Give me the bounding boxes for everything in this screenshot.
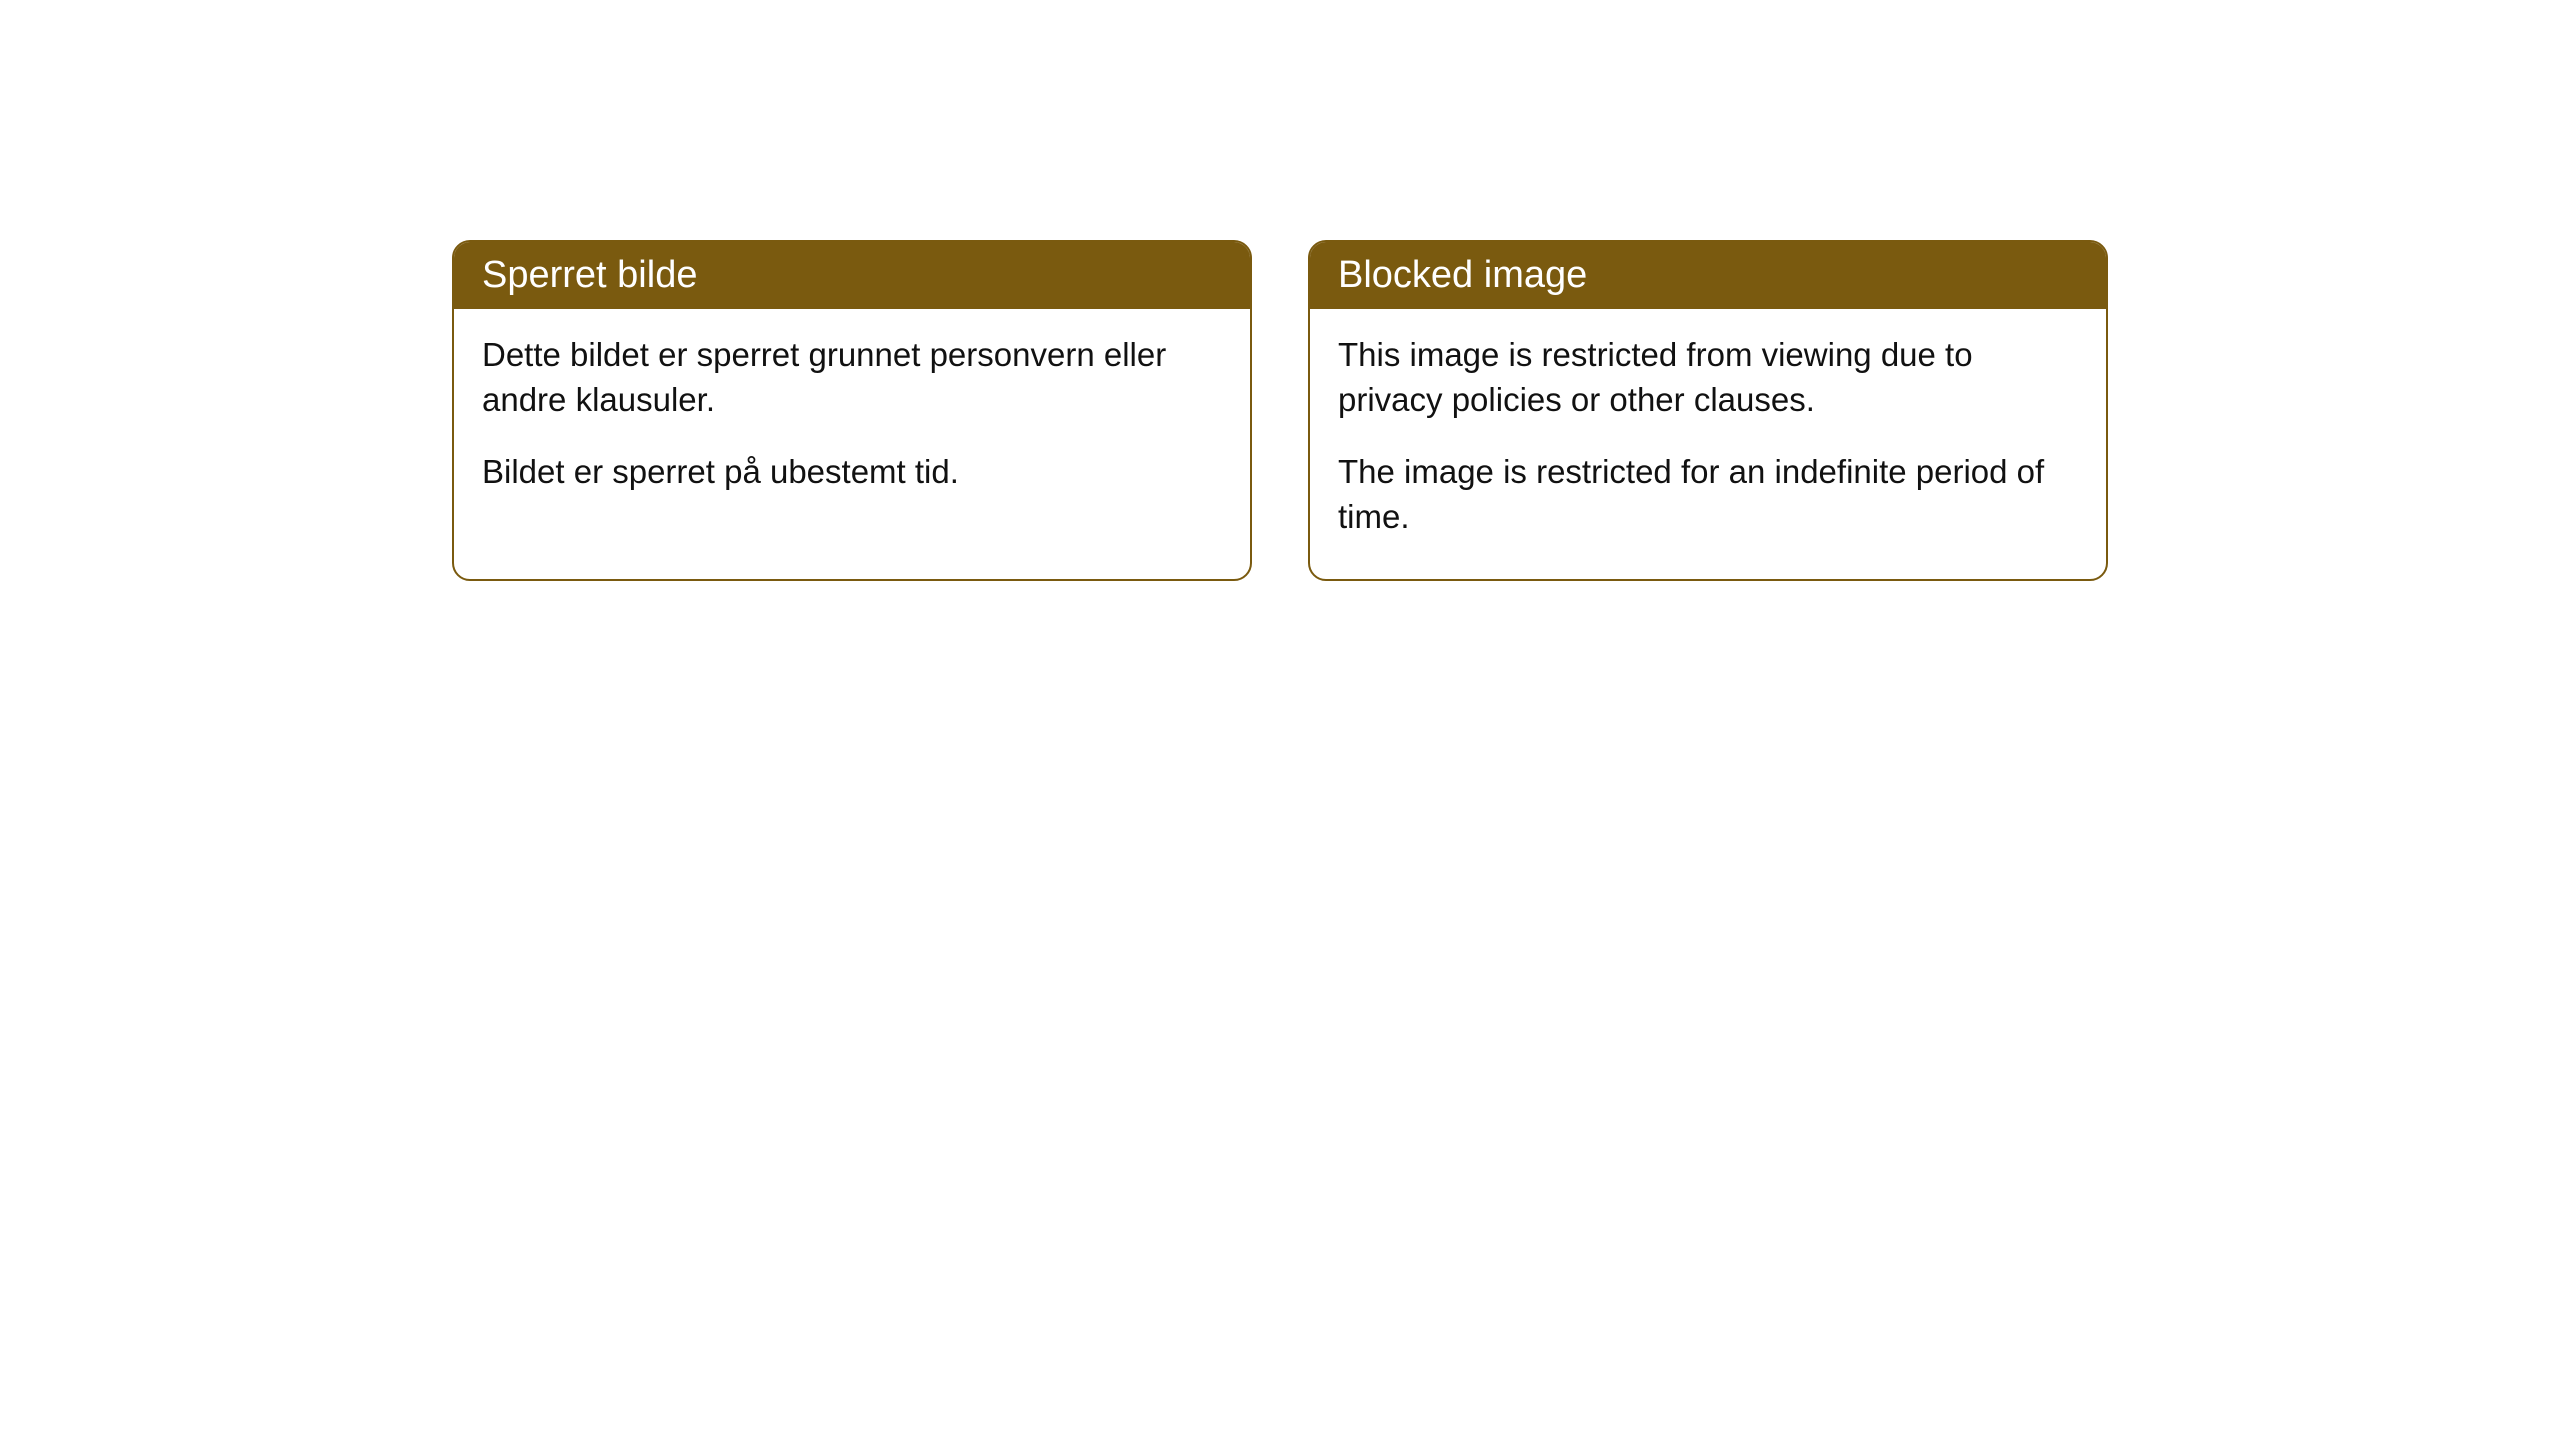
card-paragraph-1: This image is restricted from viewing du… (1338, 333, 2078, 422)
card-body: This image is restricted from viewing du… (1310, 309, 2106, 579)
card-title: Sperret bilde (454, 242, 1250, 309)
card-paragraph-2: Bildet er sperret på ubestemt tid. (482, 450, 1222, 495)
card-title: Blocked image (1310, 242, 2106, 309)
card-paragraph-2: The image is restricted for an indefinit… (1338, 450, 2078, 539)
card-body: Dette bildet er sperret grunnet personve… (454, 309, 1250, 535)
blocked-image-card-en: Blocked image This image is restricted f… (1308, 240, 2108, 581)
card-paragraph-1: Dette bildet er sperret grunnet personve… (482, 333, 1222, 422)
blocked-image-card-no: Sperret bilde Dette bildet er sperret gr… (452, 240, 1252, 581)
